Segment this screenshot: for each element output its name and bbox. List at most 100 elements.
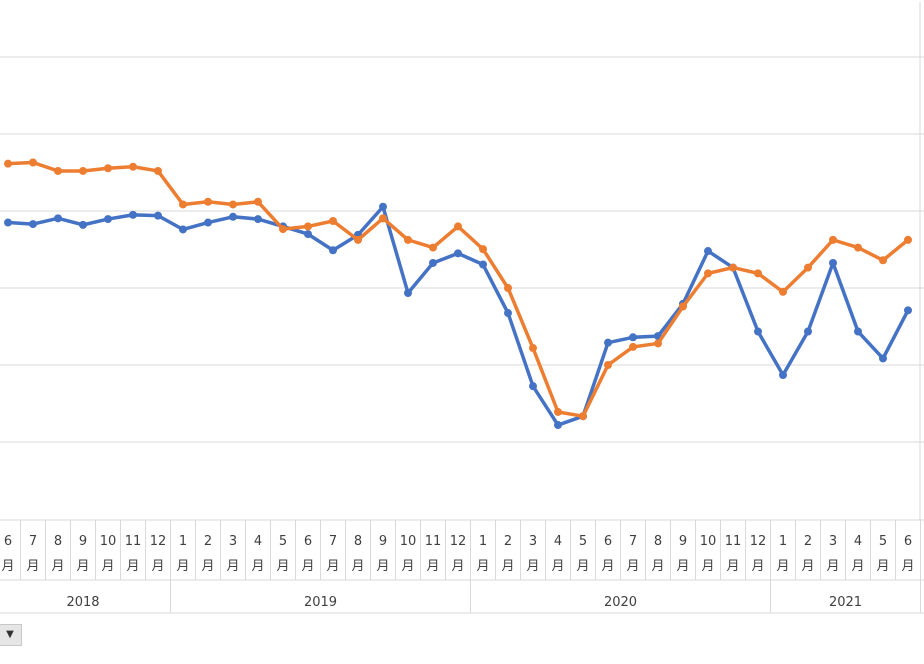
month-unit-label: 月 [451,559,464,574]
data-point [679,302,687,311]
month-tick-label: 2 [204,534,212,549]
month-tick-label: 11 [125,534,142,549]
data-point [329,246,337,255]
data-point [554,421,562,430]
month-unit-label: 月 [551,559,564,574]
month-unit-label: 月 [626,559,639,574]
data-point [904,235,912,244]
data-point [804,263,812,272]
data-point [179,200,187,209]
data-point [354,235,362,244]
data-point [454,222,462,231]
month-unit-label: 月 [51,559,64,574]
month-unit-label: 月 [501,559,514,574]
month-tick-label: 4 [254,534,262,549]
data-point [854,243,862,252]
month-tick-label: 5 [279,534,287,549]
data-point [154,166,162,175]
month-tick-label: 1 [779,534,787,549]
month-unit-label: 月 [601,559,614,574]
month-tick-label: 6 [304,534,312,549]
data-point [879,256,887,265]
data-point [829,235,837,244]
data-point [54,214,62,223]
data-point [429,258,437,267]
data-point [504,309,512,318]
month-unit-label: 月 [726,559,739,574]
data-point [29,158,37,167]
data-point [804,327,812,336]
data-point [29,220,37,229]
data-point [529,382,537,391]
month-unit-label: 月 [151,559,164,574]
month-tick-label: 4 [554,534,562,549]
series-line-2 [7,160,910,418]
month-tick-label: 6 [904,534,912,549]
data-point [154,211,162,220]
month-unit-label: 月 [476,559,489,574]
month-unit-label: 月 [251,559,264,574]
month-unit-label: 月 [126,559,139,574]
month-tick-label: 9 [79,534,87,549]
data-point [404,289,412,298]
month-unit-label: 月 [376,559,389,574]
data-point [604,338,612,347]
month-tick-label: 9 [679,534,687,549]
data-point [229,212,237,221]
year-label: 2020 [604,595,637,610]
month-unit-label: 月 [676,559,689,574]
year-label: 2021 [829,595,862,610]
data-point [704,269,712,278]
data-point [79,166,87,175]
month-unit-label: 月 [176,559,189,574]
data-point [779,371,787,380]
month-tick-label: 2 [804,534,812,549]
month-tick-label: 7 [329,534,337,549]
data-point [479,260,487,269]
month-tick-label: 10 [700,534,717,549]
data-point [454,249,462,258]
month-tick-label: 9 [379,534,387,549]
month-unit-label: 月 [226,559,239,574]
data-point [304,230,312,239]
data-point [129,210,137,219]
data-point [4,218,12,227]
month-tick-label: 7 [629,534,637,549]
data-point [754,269,762,278]
data-point [529,344,537,353]
month-unit-label: 月 [76,559,89,574]
data-point [304,222,312,231]
month-tick-label: 10 [100,534,117,549]
month-unit-label: 月 [401,559,414,574]
data-point [254,215,262,224]
month-unit-label: 月 [426,559,439,574]
month-tick-label: 11 [425,534,442,549]
month-tick-label: 4 [854,534,862,549]
data-point [779,287,787,296]
month-tick-label: 11 [725,534,742,549]
chevron-down-icon: ▼ [6,629,14,640]
data-point [79,220,87,229]
data-point [829,258,837,267]
month-unit-label: 月 [351,559,364,574]
month-tick-label: 1 [479,534,487,549]
filter-dropdown-button[interactable]: ▼ [0,624,22,646]
data-point [204,218,212,227]
month-unit-label: 月 [101,559,114,574]
data-point [629,333,637,342]
month-unit-label: 月 [576,559,589,574]
data-point [404,235,412,244]
month-unit-label: 月 [526,559,539,574]
month-unit-label: 月 [826,559,839,574]
month-tick-label: 6 [604,534,612,549]
month-unit-label: 月 [1,559,14,574]
data-point [4,159,12,168]
data-point [754,327,762,336]
month-tick-label: 8 [654,534,662,549]
data-point [329,217,337,226]
data-point [704,247,712,256]
data-point [279,225,287,234]
data-point [904,306,912,315]
data-point [604,361,612,369]
